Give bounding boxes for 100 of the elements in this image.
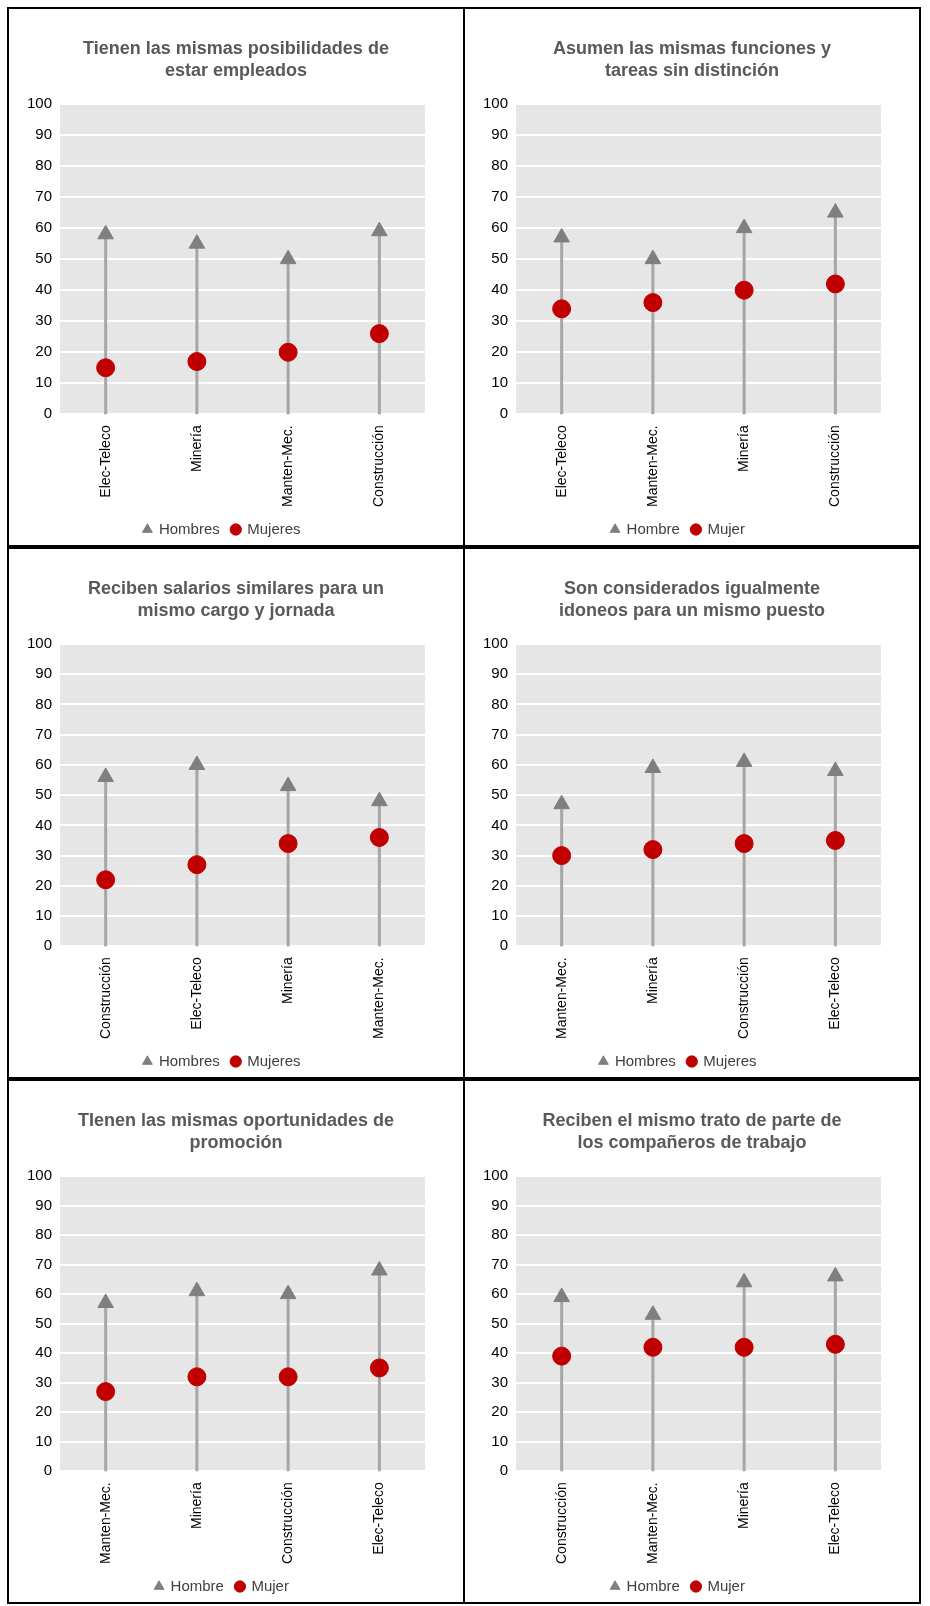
y-tick-label: 0 — [43, 936, 53, 954]
y-tick-label: 80 — [491, 156, 509, 174]
chart-title: Reciben salarios similares para un mismo cargo y jornada — [86, 577, 386, 621]
x-tick-label: Manten-Mec. — [370, 957, 387, 1039]
x-tick-label: Construcción — [96, 957, 113, 1039]
point — [188, 755, 206, 770]
point — [188, 234, 206, 249]
x-tick-label: Minería — [278, 957, 295, 1004]
y-tick-label: 90 — [491, 125, 509, 143]
legend-label: Hombres — [158, 1051, 220, 1069]
y-tick-label: 90 — [35, 125, 53, 143]
point — [369, 827, 389, 847]
point — [369, 1358, 389, 1378]
y-tick-label: 70 — [491, 1254, 509, 1272]
y-tick-label: 0 — [43, 404, 53, 422]
point — [97, 767, 114, 783]
legend-label: Hombre — [170, 1576, 224, 1594]
x-tick-label: Construcción — [278, 1482, 295, 1564]
y-tick-label: 100 — [27, 634, 53, 652]
y-tick-label: 100 — [27, 1166, 53, 1184]
x-tick-label: Minería — [643, 957, 660, 1004]
y-tick-label: 90 — [35, 1195, 53, 1213]
y-tick-label: 80 — [35, 694, 53, 712]
y-tick-label: 30 — [491, 311, 509, 329]
legend-label: Hombre — [626, 1576, 680, 1594]
point — [279, 776, 297, 792]
x-tick-label: Manten-Mec. — [96, 1482, 113, 1564]
y-tick-label: 20 — [35, 1402, 53, 1420]
point — [188, 1281, 206, 1297]
y-tick-label: 80 — [491, 694, 509, 712]
x-tick-label: Manten-Mec. — [278, 425, 295, 507]
y-tick-label: 10 — [35, 906, 53, 924]
point — [279, 1284, 297, 1300]
y-tick-label: 30 — [35, 1372, 53, 1390]
y-tick-label: 90 — [491, 1195, 509, 1213]
x-tick-label: Elec-Teleco — [370, 1482, 387, 1555]
point — [371, 1260, 388, 1276]
y-tick-label: 10 — [491, 1431, 509, 1449]
point — [96, 358, 116, 378]
y-tick-label: 30 — [491, 1372, 509, 1390]
chart-title: Tienen las mismas posibilidades de estar empleados — [82, 37, 390, 81]
y-tick-label: 0 — [499, 1461, 509, 1479]
x-tick-label: Elec-Teleco — [826, 1482, 843, 1555]
y-tick-label: 10 — [35, 1431, 53, 1449]
x-tick-label: Minería — [734, 1482, 751, 1529]
point — [187, 1367, 207, 1387]
y-tick-label: 10 — [35, 373, 53, 391]
y-tick-label: 50 — [35, 785, 53, 803]
y-tick-label: 50 — [491, 785, 509, 803]
y-tick-label: 30 — [491, 845, 509, 863]
point — [371, 791, 388, 807]
point — [278, 342, 298, 362]
y-tick-label: 80 — [35, 156, 53, 174]
y-tick-label: 30 — [35, 311, 53, 329]
point — [369, 324, 389, 344]
y-tick-label: 20 — [35, 342, 53, 360]
y-tick-label: 60 — [35, 755, 53, 773]
y-tick-label: 20 — [491, 1402, 509, 1420]
y-tick-label: 50 — [491, 249, 509, 267]
x-tick-label: Elec-Teleco — [96, 425, 113, 498]
y-tick-label: 0 — [43, 1461, 53, 1479]
y-tick-label: 80 — [35, 1225, 53, 1243]
y-tick-label: 40 — [491, 1343, 509, 1361]
legend-label: Mujer — [251, 1576, 289, 1594]
y-tick-label: 40 — [491, 815, 509, 833]
y-tick-label: 50 — [35, 249, 53, 267]
x-tick-label: Manten-Mec. — [552, 957, 569, 1039]
y-tick-label: 50 — [35, 1313, 53, 1331]
y-tick-label: 80 — [491, 1225, 509, 1243]
point — [97, 224, 114, 240]
point — [278, 834, 298, 854]
y-tick-label: 70 — [491, 187, 509, 205]
x-tick-label: Elec-Teleco — [187, 957, 204, 1030]
x-tick-label: Manten-Mec. — [643, 1482, 660, 1564]
legend-label: Hombres — [158, 519, 220, 537]
chart-title: Reciben el mismo trato de parte de los compañeros de trabajo — [541, 1109, 843, 1153]
y-tick-label: 20 — [35, 875, 53, 893]
chart-title: Son considerados igualmente idoneos para un mismo puesto — [557, 577, 826, 621]
y-tick-label: 20 — [491, 342, 509, 360]
y-tick-label: 20 — [491, 875, 509, 893]
x-tick-label: Manten-Mec. — [643, 425, 660, 507]
y-tick-label: 0 — [499, 404, 509, 422]
x-tick-label: Minería — [187, 425, 204, 472]
point — [278, 1367, 298, 1387]
y-tick-label: 70 — [35, 1254, 53, 1272]
x-tick-label: Construcción — [552, 1482, 569, 1564]
y-tick-label: 10 — [491, 906, 509, 924]
y-tick-label: 60 — [35, 1284, 53, 1302]
legend-label: Hombres — [614, 1051, 676, 1069]
y-tick-label: 90 — [491, 664, 509, 682]
y-tick-label: 60 — [491, 218, 509, 236]
x-tick-label: Minería — [734, 425, 751, 472]
x-tick-label: Minería — [187, 1482, 204, 1529]
x-tick-label: Elec-Teleco — [826, 957, 843, 1030]
legend-label: Mujeres — [247, 1051, 301, 1069]
y-tick-label: 50 — [491, 1313, 509, 1331]
y-tick-label: 70 — [35, 724, 53, 742]
y-tick-label: 30 — [35, 845, 53, 863]
y-tick-label: 70 — [491, 724, 509, 742]
legend-label: Hombre — [626, 519, 680, 537]
